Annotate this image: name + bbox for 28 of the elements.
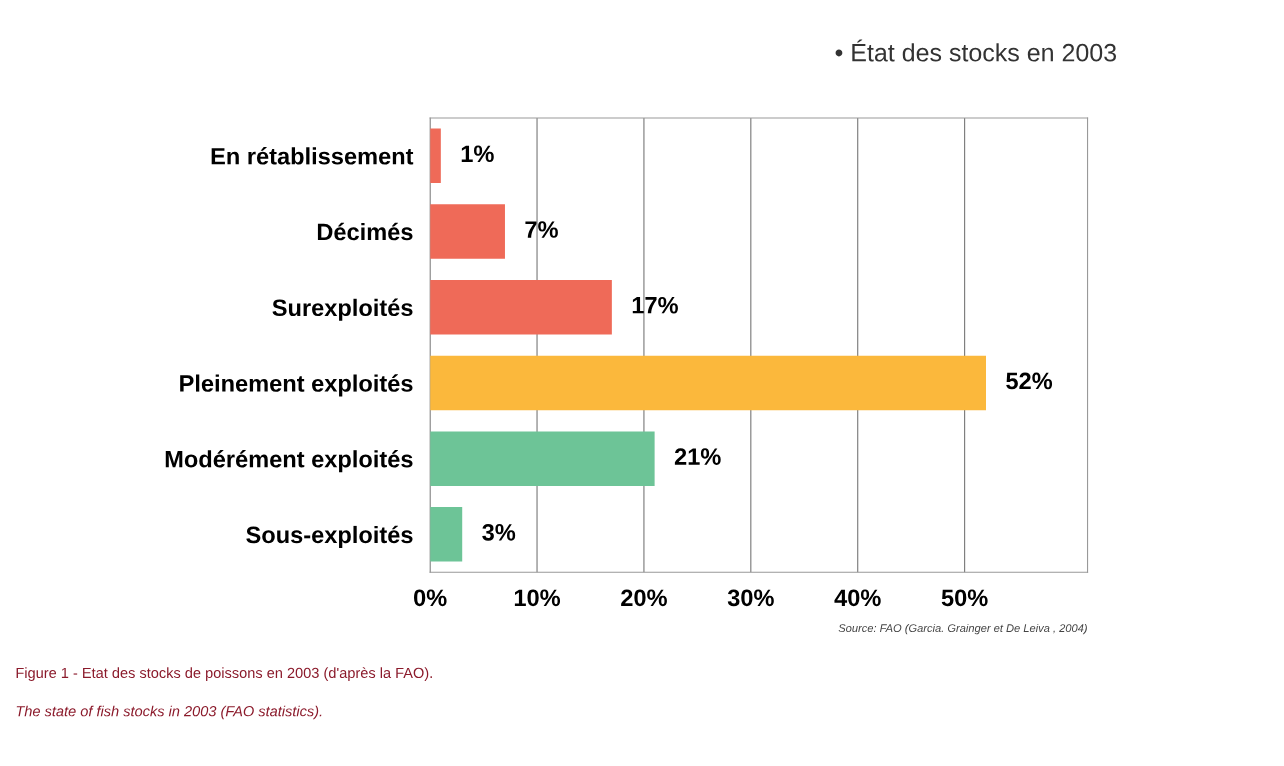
x-tick-label: 50% — [941, 589, 988, 607]
data-label: 21% — [674, 448, 721, 465]
chart-title: • État des stocks en 2003 — [835, 39, 1117, 62]
x-tick-label: 20% — [621, 589, 667, 607]
x-tick-label: 30% — [727, 589, 774, 607]
bar — [430, 128, 441, 184]
data-label: 1% — [461, 145, 494, 163]
x-tick-label: 10% — [514, 589, 561, 607]
bar — [430, 355, 986, 411]
source-note: Source: FAO (Garcia. Grainger et De Leiva , 2004) — [838, 623, 1087, 635]
bar — [430, 507, 463, 562]
data-label: 3% — [482, 523, 516, 541]
x-tick-label: 0% — [414, 589, 447, 607]
x-tick-label: 40% — [834, 589, 881, 607]
data-label: 7% — [525, 221, 558, 238]
y-tick-label: Pleinement exploités — [180, 374, 413, 397]
bar — [430, 431, 655, 486]
y-tick-label: Surexploités — [272, 298, 413, 321]
y-tick-label: Modérément exploités — [165, 449, 413, 473]
caption: Figure 1 - Etat des stocks de poissons en 2003 (d'après la FAO). — [16, 667, 432, 681]
bar — [430, 279, 612, 335]
y-tick-label: En rétablissement — [211, 147, 414, 165]
data-label: 17% — [632, 296, 678, 314]
text: The state of fish stocks in 2003 (FAO statistics). — [16, 705, 322, 720]
bar — [430, 204, 505, 259]
data-label: 52% — [1006, 372, 1053, 390]
y-tick-label: Décimés — [317, 222, 413, 241]
y-tick-label: Sous-exploités — [246, 525, 413, 548]
